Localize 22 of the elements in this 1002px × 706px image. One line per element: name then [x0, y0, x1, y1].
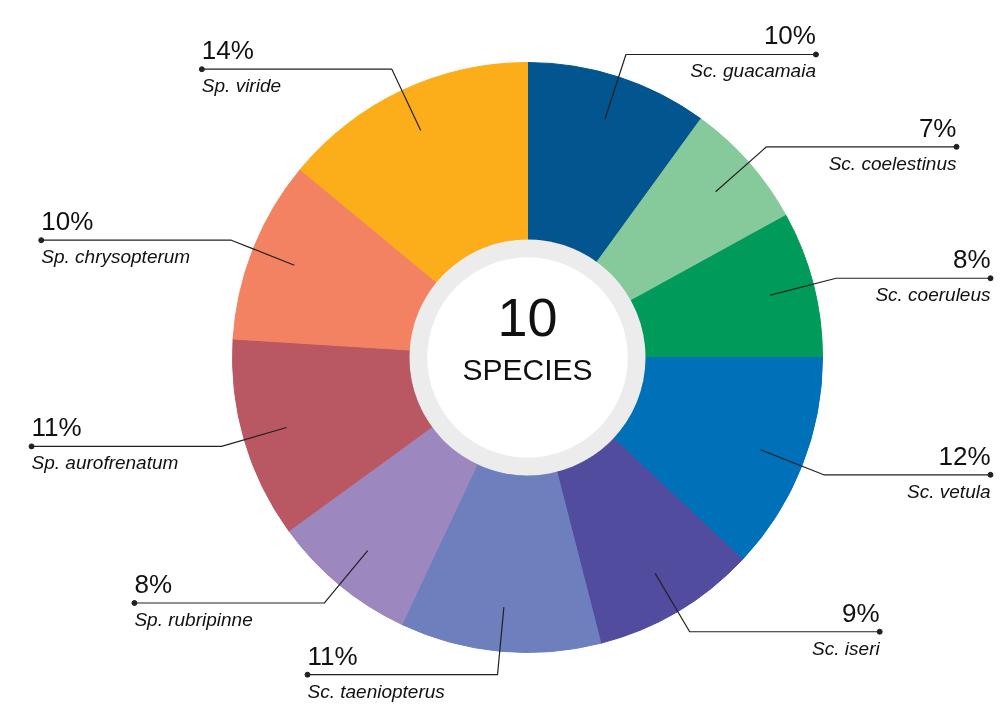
slice-label: Sp. viride: [201, 75, 282, 97]
data-label: 11%: [307, 640, 358, 671]
slice-label: Sc. taeniopterus: [307, 680, 446, 702]
data-label: 8%: [952, 244, 991, 275]
slice-label: Sp. chrysopterum: [41, 246, 191, 268]
slice-label: Sc. iseri: [812, 637, 881, 659]
data-label: 12%: [938, 440, 991, 471]
slice-label: Sp. rubripinne: [134, 608, 253, 630]
slice-label: Sc. guacamaia: [690, 60, 816, 82]
text: SPECIES: [462, 353, 593, 386]
slice-label: Sc. vetula: [907, 480, 991, 502]
data-label: 7%: [918, 112, 957, 143]
text: 10: [497, 286, 558, 347]
data-label: 9%: [842, 597, 880, 628]
data-label: 8%: [134, 568, 172, 599]
slice-label: Sp. aurofrenatum: [31, 452, 179, 474]
data-label: 10%: [763, 20, 816, 51]
slice-label: Sc. coeruleus: [875, 284, 991, 306]
slice-label: Sc. coelestinus: [828, 152, 957, 174]
data-label: 11%: [31, 412, 82, 443]
data-label: 10%: [41, 206, 94, 237]
data-label: 14%: [201, 35, 254, 66]
